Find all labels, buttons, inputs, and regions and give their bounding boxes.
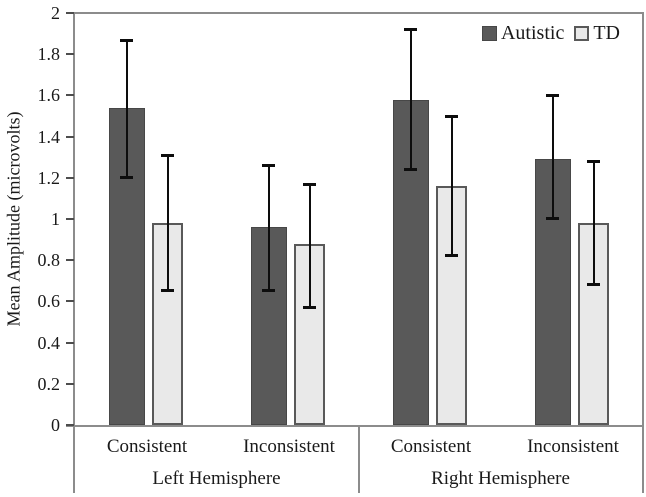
y-tick (66, 135, 74, 138)
y-axis-line (73, 12, 75, 493)
plot-frame-right (642, 12, 644, 493)
y-tick-label: 0.6 (37, 291, 61, 312)
legend-label-autistic: Autistic (500, 22, 565, 44)
y-tick (66, 300, 74, 303)
hemisphere-label: Left Hemisphere (152, 468, 281, 489)
y-tick-label: 2 (51, 3, 60, 23)
y-tick (66, 259, 74, 262)
condition-label: Consistent (390, 436, 472, 457)
hemisphere-divider (358, 425, 360, 493)
y-tick-label: 1.6 (37, 85, 61, 106)
autistic-swatch (481, 26, 497, 41)
error-bar-cap-bottom (445, 254, 458, 258)
error-bar-line (451, 116, 453, 257)
error-bar-line (167, 155, 169, 292)
x-axis-line (66, 425, 644, 427)
error-bar-cap-top (587, 160, 600, 164)
y-tick (66, 341, 74, 344)
error-bar-cap-bottom (404, 167, 417, 171)
error-bar-cap-top (546, 94, 559, 98)
error-bar-line (268, 165, 270, 292)
y-tick (66, 176, 74, 179)
y-tick-label: 0.8 (37, 250, 61, 271)
y-tick (66, 424, 74, 426)
y-tick (66, 94, 74, 97)
y-tick (66, 53, 74, 56)
error-bar-cap-top (120, 38, 133, 42)
bar-td-inconsistent (294, 243, 325, 425)
y-tick-label: 0 (51, 415, 60, 435)
plot-frame-top (74, 12, 644, 14)
error-bar-line (552, 95, 554, 219)
error-bar-cap-top (262, 164, 275, 168)
y-tick-label: 0.4 (37, 332, 61, 353)
legend: Autistic TD (481, 22, 620, 45)
error-bar-cap-bottom (120, 175, 133, 179)
td-swatch (574, 26, 590, 41)
error-bar-cap-top (161, 154, 174, 158)
error-bar-line (593, 161, 595, 285)
bar-autistic-consistent (393, 99, 429, 425)
error-bar-line (309, 183, 311, 308)
y-tick-label: 1.8 (37, 44, 61, 65)
error-bar-cap-top (303, 182, 316, 186)
y-tick-label: 1.4 (37, 126, 61, 147)
y-tick-label: 1 (51, 209, 60, 229)
error-bar-line (410, 29, 412, 170)
y-tick (66, 218, 74, 220)
error-bar-cap-top (404, 28, 417, 32)
error-bar-line (126, 39, 128, 178)
y-tick (66, 382, 74, 385)
hemisphere-label: Right Hemisphere (431, 468, 570, 489)
condition-label: Consistent (106, 436, 188, 457)
error-bar-cap-bottom (546, 217, 559, 220)
condition-label: Inconsistent (243, 436, 335, 457)
y-tick (66, 12, 74, 14)
legend-item-autistic: Autistic (481, 22, 565, 45)
error-bar-cap-bottom (587, 282, 600, 286)
error-bar-cap-bottom (161, 289, 174, 293)
error-bar-cap-top (445, 115, 458, 118)
error-bar-cap-bottom (262, 289, 275, 293)
condition-label: Inconsistent (527, 436, 619, 457)
legend-label-td: TD (593, 22, 620, 44)
y-tick-label: 1.2 (37, 167, 61, 188)
legend-item-td: TD (574, 22, 620, 45)
error-bar-cap-bottom (303, 305, 316, 309)
y-tick-label: 0.2 (37, 373, 61, 394)
